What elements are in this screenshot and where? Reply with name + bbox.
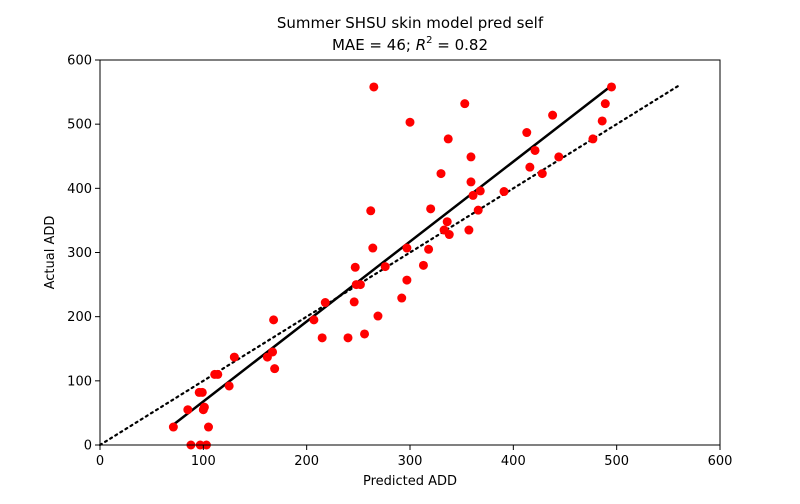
data-point [525, 162, 535, 172]
data-point [213, 369, 223, 379]
data-point [426, 204, 436, 214]
y-tick-label: 400 [67, 182, 92, 197]
data-point [317, 333, 327, 343]
data-point [269, 315, 279, 325]
data-point [402, 243, 412, 253]
subtitle-r2-base: R [416, 36, 426, 54]
data-point [320, 298, 330, 308]
data-point [548, 110, 558, 120]
data-point [343, 333, 353, 343]
data-point [418, 260, 428, 270]
x-tick-label: 0 [96, 454, 104, 469]
fit-line [173, 84, 613, 425]
subtitle-suffix: = 0.82 [433, 36, 489, 54]
data-point [475, 186, 485, 196]
data-point [229, 352, 239, 362]
y-tick-label: 100 [67, 374, 92, 389]
data-point [350, 262, 360, 272]
x-axis-label: Predicted ADD [363, 474, 457, 489]
data-point [268, 347, 278, 357]
y-tick-label: 300 [67, 246, 92, 261]
data-point [444, 230, 454, 240]
data-point [468, 190, 478, 200]
data-point [380, 262, 390, 272]
data-point [224, 381, 234, 391]
data-point [424, 244, 434, 254]
x-tick-label: 300 [398, 454, 423, 469]
data-point [466, 152, 476, 162]
data-point [369, 82, 379, 92]
data-point [309, 315, 319, 325]
data-point [442, 217, 452, 227]
data-point [537, 169, 547, 179]
x-tick-label: 100 [191, 454, 216, 469]
data-point [473, 205, 483, 215]
plot-marks [98, 82, 680, 450]
data-point [402, 275, 412, 285]
x-tick-label: 500 [604, 454, 629, 469]
y-tick-label: 500 [67, 118, 92, 133]
plot-frame [99, 59, 721, 446]
data-point [183, 405, 193, 415]
data-point [355, 280, 365, 290]
data-point [373, 311, 383, 321]
data-point [360, 329, 370, 339]
chart-title: Summer SHSU skin model pred self [277, 14, 544, 32]
data-point [366, 206, 376, 216]
data-point [168, 422, 178, 432]
data-point [588, 134, 598, 144]
data-point [607, 82, 616, 92]
x-tick-label: 600 [708, 454, 733, 469]
y-tick-label: 0 [84, 439, 92, 454]
identity-line [98, 84, 680, 447]
subtitle-prefix: MAE = 46; [332, 36, 416, 54]
y-tick-label: 200 [67, 310, 92, 325]
data-point [436, 169, 446, 179]
data-point [522, 128, 532, 138]
data-point [397, 293, 407, 303]
data-point [199, 402, 209, 412]
data-point [466, 177, 476, 187]
y-axis-label: Actual ADD [43, 216, 58, 290]
data-point [460, 99, 470, 109]
data-point [499, 187, 509, 197]
x-tick-label: 200 [294, 454, 319, 469]
data-point [443, 134, 453, 144]
axis-ticks: 0 100 200 300 400 500 600 0 100 200 300 400 500 600 [67, 54, 732, 470]
subtitle-r2-exp: 2 [426, 35, 432, 46]
data-point [349, 297, 359, 307]
x-tick-label: 400 [501, 454, 526, 469]
data-point [554, 152, 564, 162]
data-point [464, 225, 474, 235]
y-tick-label: 600 [67, 54, 92, 69]
chart-subtitle: MAE = 46; R2 = 0.82 [332, 35, 488, 54]
data-point [270, 364, 280, 374]
data-point [530, 145, 540, 155]
data-point [405, 117, 415, 127]
data-point [368, 243, 378, 253]
data-point [197, 387, 207, 397]
data-point [597, 116, 607, 126]
data-point [204, 422, 213, 432]
data-point [600, 99, 610, 109]
